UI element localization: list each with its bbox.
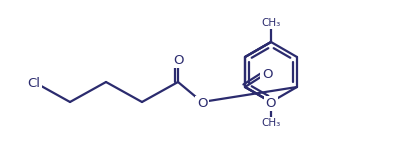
Text: O: O: [262, 68, 272, 81]
Text: O: O: [173, 54, 183, 67]
Text: O: O: [266, 97, 276, 110]
Text: CH₃: CH₃: [261, 18, 281, 28]
Text: Cl: Cl: [27, 77, 41, 90]
Text: O: O: [197, 97, 207, 110]
Text: CH₃: CH₃: [261, 118, 281, 128]
